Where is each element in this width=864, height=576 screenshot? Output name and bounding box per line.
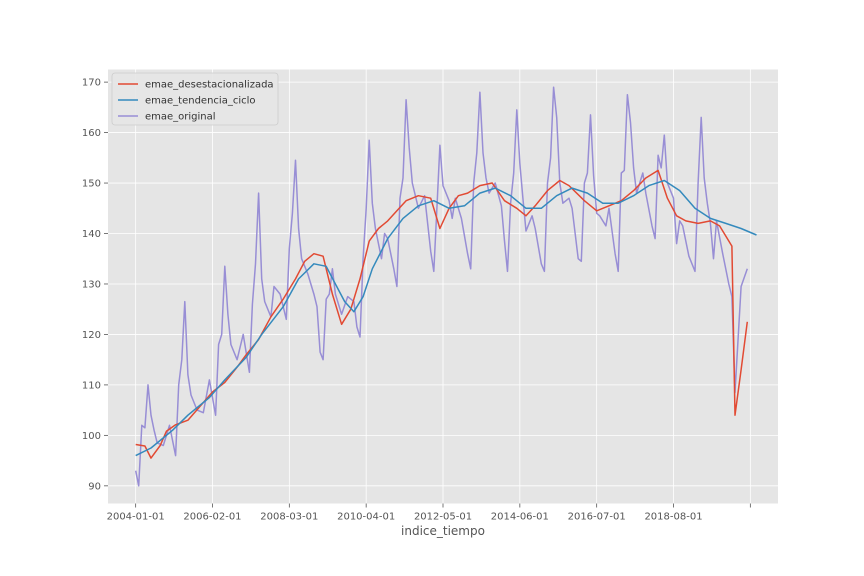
y-tick-label: 130 (82, 279, 101, 290)
legend-box (111, 72, 279, 126)
x-tick-label: 2012-05-01 (414, 512, 472, 523)
y-tick-label: 120 (82, 330, 101, 341)
y-tick-label: 160 (82, 128, 101, 139)
series-line-emae-original (134, 86, 749, 487)
y-tick-label: 170 (82, 78, 101, 89)
series-line-emae-tendencia-ciclo (135, 179, 757, 457)
legend-label: emae_original (145, 112, 216, 123)
y-tick-label: 110 (82, 380, 101, 391)
x-tick-label: 2014-06-01 (491, 512, 549, 523)
axis-ticks: 90 100 110 120 130 140 150 160 170 2004-01-01 2006… (82, 78, 751, 523)
legend-label: emae_tendencia_ciclo (145, 96, 256, 107)
y-tick-label: 90 (88, 481, 101, 492)
y-tick-label: 100 (82, 431, 101, 442)
x-tick-label: 2016-07-01 (568, 512, 626, 523)
x-tick-label: 2010-04-01 (337, 512, 395, 523)
x-axis-title: indice_tiempo (401, 524, 485, 538)
x-tick-label: 2018-08-01 (644, 512, 702, 523)
x-tick-label: 2008-03-01 (260, 512, 318, 523)
legend-label: emae_desestacionalizada (145, 80, 274, 91)
series-lines (134, 86, 757, 487)
legend: emae_desestacionalizada emae_tendencia_ci… (111, 72, 279, 126)
x-tick-label: 2006-02-01 (183, 512, 241, 523)
y-tick-label: 140 (82, 229, 101, 240)
x-tick-label: 2004-01-01 (107, 512, 165, 523)
y-tick-label: 150 (82, 179, 101, 190)
